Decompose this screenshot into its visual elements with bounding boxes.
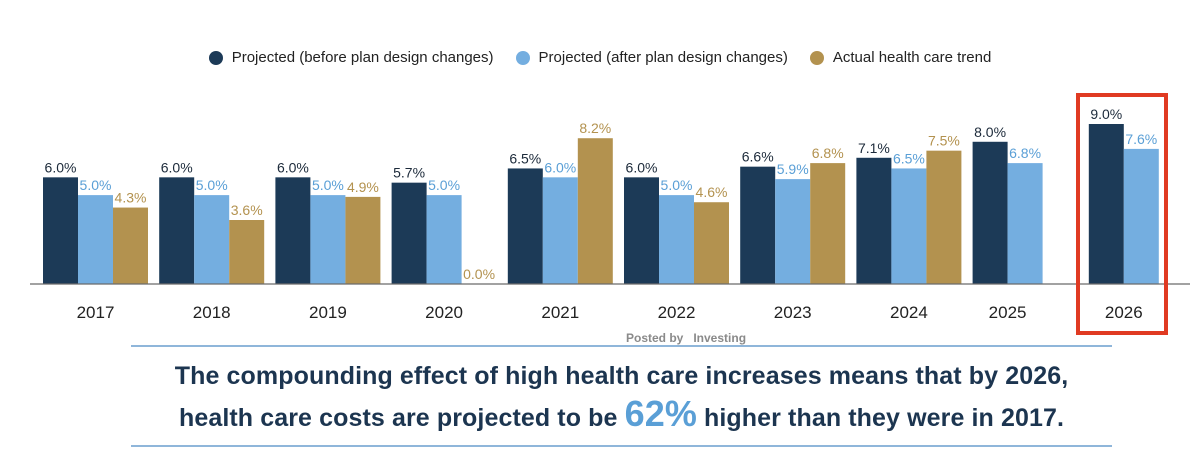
legend-item-actual: Actual health care trend <box>809 49 992 66</box>
legend-swatch-before <box>208 50 223 65</box>
watermark: Posted by Investing <box>626 331 747 345</box>
data-label-2026-s1: 9.0% <box>1090 106 1122 122</box>
legend-item-before: Projected (before plan design changes) <box>208 49 494 66</box>
bar-2019-s1 <box>275 177 311 284</box>
caption-highlight-percent: 62% <box>624 393 697 434</box>
data-label-2019-s2: 5.0% <box>312 177 344 193</box>
data-label-2019-s1: 6.0% <box>277 159 309 175</box>
data-label-2020-s3: 0.0% <box>463 266 495 282</box>
bar-2019-s2 <box>310 195 346 284</box>
caption-line-2-start: health care costs are projected to be <box>178 404 625 432</box>
x-tick-label-2021: 2021 <box>541 303 579 322</box>
data-label-2025-s2: 6.8% <box>1009 145 1041 161</box>
caption-line-2: health care costs are projected to be 62… <box>131 393 1112 435</box>
bar-2018-s3 <box>229 220 265 284</box>
bar-2018-s1 <box>159 177 195 284</box>
caption-top-rule <box>131 345 1112 347</box>
bar-2018-s2 <box>194 195 230 284</box>
bar-2023-s3 <box>810 163 846 284</box>
bar-2017-s2 <box>78 195 113 284</box>
bar-2026-s1 <box>1088 124 1124 284</box>
x-tick-label-2020: 2020 <box>425 303 463 322</box>
bar-2021-s3 <box>577 138 613 284</box>
bar-2025-s2 <box>1007 163 1043 284</box>
legend-item-after: Projected (after plan design changes) <box>515 49 788 66</box>
bar-2021-s2 <box>542 177 578 284</box>
legend-swatch-actual <box>809 50 824 65</box>
bar-chart: 6.0%5.0%4.3%20176.0%5.0%3.6%20186.0%5.0%… <box>30 106 1190 322</box>
data-label-2017-s3: 4.3% <box>115 190 147 206</box>
bar-2023-s2 <box>775 179 811 284</box>
bar-2022-s1 <box>624 177 659 284</box>
x-tick-label-2018: 2018 <box>193 303 231 322</box>
bar-2022-s3 <box>694 202 729 284</box>
data-label-2023-s1: 6.6% <box>742 149 774 165</box>
bar-2024-s1 <box>856 157 892 284</box>
x-tick-label-2023: 2023 <box>774 303 812 322</box>
data-label-2024-s2: 6.5% <box>893 150 925 166</box>
x-tick-label-2025: 2025 <box>989 303 1027 322</box>
data-label-2026-s2: 7.6% <box>1125 131 1157 147</box>
bar-2020-s2 <box>426 195 462 284</box>
bar-2022-s2 <box>659 195 694 284</box>
data-label-2020-s2: 5.0% <box>428 177 460 193</box>
bar-2020-s1 <box>391 182 427 284</box>
legend-label-after: Projected (after plan design changes) <box>538 49 788 66</box>
x-tick-label-2026: 2026 <box>1105 303 1143 322</box>
data-label-2017-s1: 6.0% <box>45 159 77 175</box>
data-label-2024-s3: 7.5% <box>928 133 960 149</box>
bar-2024-s3 <box>926 150 962 284</box>
data-label-2021-s3: 8.2% <box>579 120 611 136</box>
data-label-2018-s2: 5.0% <box>196 177 228 193</box>
bar-2019-s3 <box>345 196 381 284</box>
highlight-box-2026 <box>1076 93 1168 335</box>
data-label-2018-s3: 3.6% <box>231 202 263 218</box>
bar-2026-s2 <box>1123 148 1159 284</box>
bar-2017-s3 <box>113 207 148 284</box>
data-label-2021-s1: 6.5% <box>509 150 541 166</box>
bar-2021-s1 <box>507 168 543 284</box>
x-tick-label-2022: 2022 <box>658 303 696 322</box>
data-label-2018-s1: 6.0% <box>161 159 193 175</box>
legend-swatch-after <box>515 50 530 65</box>
bar-2017-s1 <box>43 177 78 284</box>
data-label-2023-s2: 5.9% <box>777 161 809 177</box>
data-label-2022-s1: 6.0% <box>626 159 658 175</box>
x-tick-label-2024: 2024 <box>890 303 928 322</box>
data-label-2017-s2: 5.0% <box>80 177 112 193</box>
legend-label-before: Projected (before plan design changes) <box>231 49 494 66</box>
bar-2025-s1 <box>972 141 1008 284</box>
bar-2024-s2 <box>891 168 927 284</box>
caption-bottom-rule <box>131 445 1112 447</box>
legend-label-actual: Actual health care trend <box>832 49 992 66</box>
data-label-2021-s2: 6.0% <box>544 159 576 175</box>
bar-2023-s1 <box>740 166 776 284</box>
x-tick-label-2019: 2019 <box>309 303 347 322</box>
data-label-2022-s3: 4.6% <box>696 184 728 200</box>
data-label-2019-s3: 4.9% <box>347 179 379 195</box>
caption-line-1: The compounding effect of high health ca… <box>174 362 1069 390</box>
data-label-2023-s3: 6.8% <box>812 145 844 161</box>
data-label-2025-s1: 8.0% <box>974 124 1006 140</box>
data-label-2024-s1: 7.1% <box>858 140 890 156</box>
chart-legend: Projected (before plan design changes) P… <box>0 49 1200 66</box>
x-tick-label-2017: 2017 <box>77 303 115 322</box>
caption-line-2-end: higher than they were in 2017. <box>696 404 1065 432</box>
data-label-2020-s1: 5.7% <box>393 165 425 181</box>
data-label-2022-s2: 5.0% <box>661 177 693 193</box>
